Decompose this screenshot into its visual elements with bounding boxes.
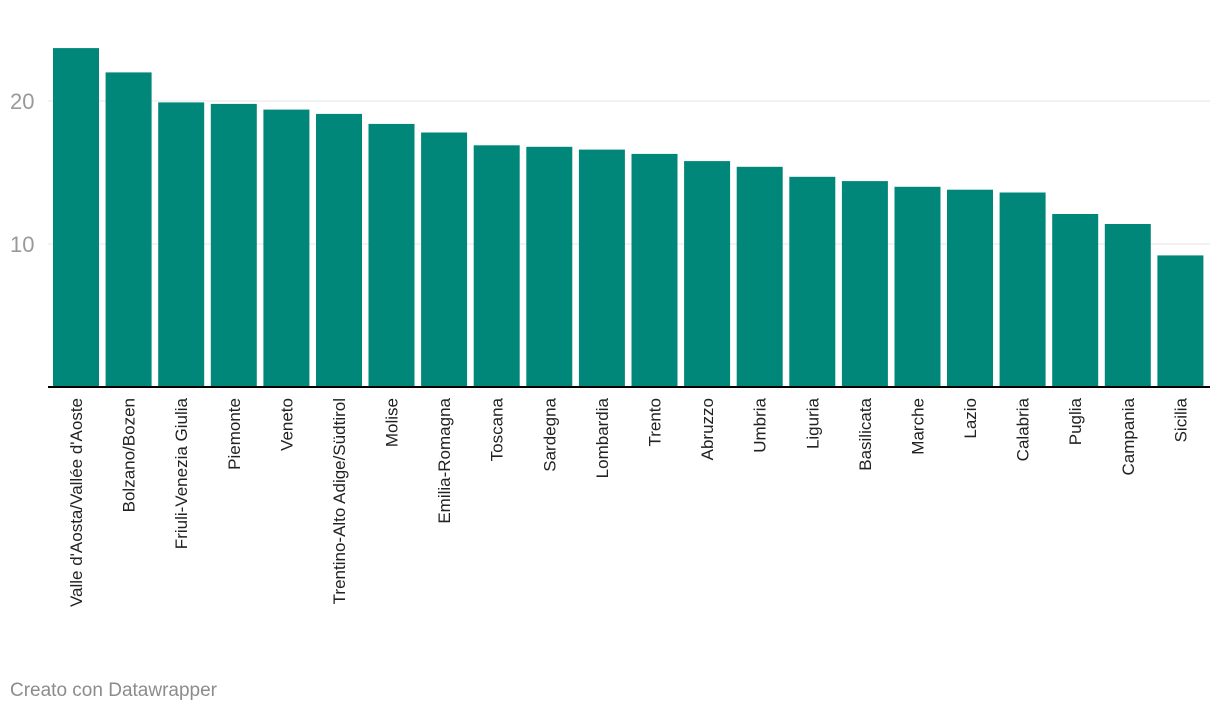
x-tick-label: Liguria [803,397,822,449]
bar [263,109,310,387]
x-tick-label: Lazio [961,398,980,439]
x-tick-label: Toscana [488,397,507,461]
x-tick-label: Basilicata [856,397,875,470]
bar [421,132,468,387]
bar [841,181,888,387]
bar [947,189,993,387]
x-axis-labels: Valle d'Aosta/Vallée d'Aoste Bolzano/Boze… [67,397,1190,607]
y-axis-ticks: 10 20 [10,89,34,257]
bar [105,72,152,388]
y-tick-label: 10 [10,232,34,257]
x-tick-label: Bolzano/Bozen [120,398,139,512]
x-tick-label: Sicilia [1171,397,1190,442]
bar [473,145,520,387]
x-tick-label: Abruzzo [698,398,717,460]
x-tick-label: Emilia-Romagna [435,397,454,523]
bar [1052,214,1099,387]
bar [789,176,836,387]
bar [53,48,99,387]
bar [631,153,678,387]
x-tick-label: Friuli-Venezia Giulia [172,397,191,549]
y-tick-label: 20 [10,89,34,114]
bar [1157,255,1204,387]
bars [53,48,1204,388]
x-tick-label: Trento [646,398,665,447]
x-tick-label: Calabria [1014,397,1033,461]
bar [684,161,731,387]
bar [210,103,257,388]
bar [526,146,573,387]
bar [999,192,1046,387]
bar [158,102,205,388]
x-tick-label: Valle d'Aosta/Vallée d'Aoste [67,398,86,607]
x-tick-label: Sardegna [540,397,559,471]
bar [316,113,362,388]
bar [736,166,783,387]
x-tick-label: Campania [1119,397,1138,475]
x-tick-label: Umbria [751,397,770,452]
x-tick-label: Veneto [277,398,296,451]
bar [1104,224,1151,387]
x-tick-label: Puglia [1066,397,1085,445]
x-tick-label: Marche [909,398,928,455]
bar [368,123,415,388]
footer-credit: Creato con Datawrapper [10,680,217,701]
x-tick-label: Piemonte [225,398,244,470]
x-tick-label: Trentino-Alto Adige/Südtirol [330,398,349,604]
bar [578,149,625,387]
bar-chart: 10 20 Valle d'Aosta/Vallée d'Aoste Bolzano… [10,48,1210,607]
bar [894,186,941,387]
x-tick-label: Molise [383,398,402,447]
x-tick-label: Lombardia [593,397,612,478]
